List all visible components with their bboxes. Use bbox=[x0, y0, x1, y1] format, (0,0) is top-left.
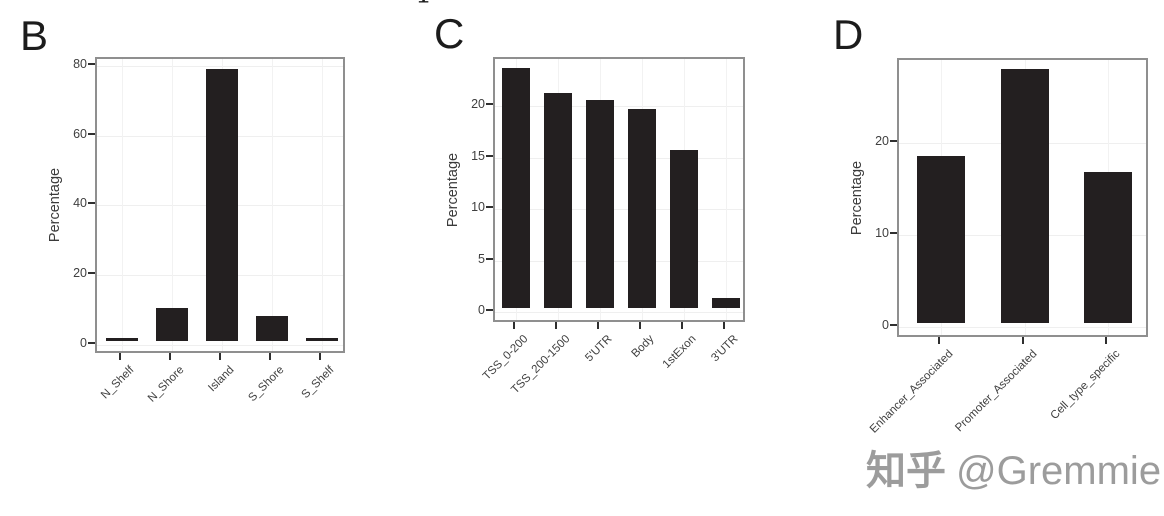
y-tick-label: 0 bbox=[882, 318, 889, 332]
bar-TSS_200-1500 bbox=[544, 92, 572, 308]
x-tick-mark bbox=[555, 322, 557, 329]
bar-Island bbox=[206, 69, 238, 341]
y-tick-label: 40 bbox=[73, 196, 87, 211]
y-tick-mark bbox=[88, 132, 95, 135]
gridline-horizontal bbox=[495, 209, 743, 210]
y-tick-label: 15 bbox=[471, 148, 485, 163]
y-tick-mark bbox=[486, 154, 493, 157]
bar-3'UTR bbox=[712, 297, 740, 308]
gridline-vertical bbox=[272, 59, 273, 351]
y-tick-mark bbox=[486, 206, 493, 208]
zhihu-watermark: 知乎 @Gremmie bbox=[866, 449, 1161, 493]
bar-N_Shelf bbox=[106, 338, 138, 341]
gridline-horizontal bbox=[97, 345, 343, 346]
y-tick-mark bbox=[88, 342, 95, 344]
y-tick-label: 10 bbox=[875, 226, 889, 240]
y-tick-label: 10 bbox=[471, 200, 485, 214]
x-tick-mark bbox=[119, 353, 121, 360]
bar-N_Shore bbox=[156, 307, 188, 341]
y-tick-label: 0 bbox=[478, 303, 485, 317]
y-tick-mark bbox=[890, 232, 897, 234]
gridline-horizontal bbox=[97, 65, 343, 67]
bar-TSS_0-200 bbox=[502, 68, 530, 308]
y-tick-mark bbox=[486, 309, 493, 311]
x-tick-mark bbox=[169, 353, 171, 360]
gridline-horizontal bbox=[899, 327, 1146, 328]
gridline-horizontal bbox=[495, 312, 743, 313]
x-tick-mark bbox=[723, 322, 725, 329]
y-tick-label: 20 bbox=[471, 97, 485, 111]
y-tick-label: 0 bbox=[80, 336, 87, 350]
x-tick-mark bbox=[639, 322, 641, 329]
y-tick-mark bbox=[486, 257, 493, 260]
y-tick-mark bbox=[88, 272, 95, 275]
bar-S_Shelf bbox=[306, 338, 338, 341]
plot-panel bbox=[95, 57, 345, 353]
panel-letter-C: C bbox=[434, 10, 465, 57]
gridline-horizontal bbox=[495, 260, 743, 262]
y-tick-mark bbox=[890, 324, 897, 326]
watermark-handle: @Gremmie bbox=[956, 449, 1162, 493]
y-tick-label: 20 bbox=[875, 134, 889, 148]
x-tick-mark bbox=[681, 322, 683, 329]
gridline-vertical bbox=[172, 59, 173, 351]
y-tick-label: 80 bbox=[73, 56, 87, 71]
x-tick-mark bbox=[319, 353, 321, 360]
x-tick-mark bbox=[937, 337, 940, 344]
x-tick-mark bbox=[1021, 337, 1024, 344]
bar-Body bbox=[628, 109, 656, 308]
gridline-horizontal bbox=[495, 157, 743, 159]
zhihu-logo-text: 知乎 bbox=[866, 449, 946, 493]
bar-5'UTR bbox=[586, 99, 614, 308]
gridline-vertical bbox=[322, 59, 323, 351]
bar-Enhancer_Associated bbox=[916, 155, 965, 323]
plot-panel bbox=[493, 57, 745, 322]
panel-letter-D: D bbox=[833, 11, 864, 58]
cropped-figure-number-text: 1 bbox=[415, 0, 431, 7]
bar-Promoter_Associated bbox=[1000, 69, 1049, 323]
x-tick-mark bbox=[219, 353, 221, 360]
y-tick-mark bbox=[486, 103, 493, 105]
gridline-vertical bbox=[122, 59, 123, 351]
x-tick-mark bbox=[597, 322, 599, 329]
y-tick-mark bbox=[88, 62, 95, 65]
x-tick-mark bbox=[513, 322, 515, 329]
x-tick-mark bbox=[1105, 337, 1108, 344]
gridline-vertical bbox=[726, 59, 727, 320]
bar-Cell_type_specific bbox=[1084, 172, 1133, 323]
cropped-figure-number: 1 bbox=[413, 0, 431, 7]
y-tick-mark bbox=[890, 140, 897, 142]
x-tick-mark bbox=[269, 353, 271, 360]
gridline-horizontal bbox=[495, 106, 743, 107]
y-tick-label: 5 bbox=[478, 251, 485, 266]
y-tick-mark bbox=[88, 202, 95, 205]
bar-1stExon bbox=[670, 150, 698, 308]
panel-letter-B: B bbox=[20, 12, 49, 59]
y-tick-label: 20 bbox=[73, 266, 87, 281]
y-tick-label: 60 bbox=[73, 126, 87, 141]
bar-S_Shore bbox=[256, 315, 288, 341]
plot-panel bbox=[897, 58, 1148, 337]
